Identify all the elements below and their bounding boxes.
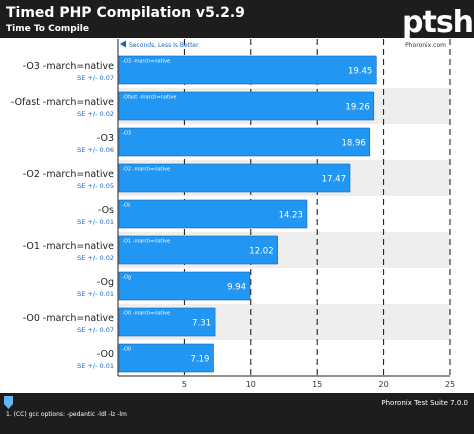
category-label: -O3 -march=native: [23, 61, 114, 72]
chart-subtitle: Time To Compile: [6, 24, 89, 34]
x-tick-label: 5: [182, 380, 187, 389]
category-label: -Os: [98, 205, 114, 216]
bar-series-label: -O0: [122, 347, 131, 353]
bar-value-label: 19.26: [345, 103, 369, 113]
bar: [118, 55, 377, 85]
bar-value-label: 18.96: [341, 139, 365, 149]
category-label: -Ofast -march=native: [11, 97, 114, 108]
bar-series-label: -O3: [122, 131, 131, 137]
error-label: SE +/- 0.05: [77, 182, 114, 190]
x-tick-label: 20: [379, 380, 389, 389]
category-label: -O3: [97, 133, 114, 144]
category-label: -Og: [97, 277, 114, 288]
error-label: SE +/- 0.02: [77, 110, 114, 118]
error-label: SE +/- 0.02: [77, 254, 114, 262]
direction-note: Seconds, Less Is Better: [120, 40, 199, 49]
error-label: SE +/- 0.01: [77, 218, 114, 226]
bar-series-label: -Og: [122, 275, 131, 281]
footer-suite: Phoronix Test Suite 7.0.0: [381, 399, 468, 407]
footer-background: [0, 393, 474, 434]
bar-value-label: 9.94: [227, 283, 246, 293]
bar: [118, 163, 351, 193]
bar: [118, 271, 251, 301]
bar-value-label: 19.45: [348, 67, 372, 77]
bar: [118, 127, 371, 157]
bars: -O3 -march=native 19.45 -Ofast -march=nati…: [118, 55, 377, 373]
error-label: SE +/- 0.06: [77, 146, 114, 154]
category-labels: -O3 -march=native SE +/- 0.07 -Ofast -marc…: [11, 61, 114, 370]
bar: [118, 91, 375, 121]
logo-text: ptsh: [402, 5, 473, 40]
bar-series-label: -O0 -march=native: [122, 311, 170, 317]
bar: [118, 199, 308, 229]
bar-series-label: -Os: [122, 203, 131, 209]
bar: [118, 235, 278, 265]
bar-value-label: 14.23: [279, 211, 303, 221]
direction-note-text: Seconds, Less Is Better: [129, 42, 199, 49]
bar: [118, 343, 214, 373]
error-label: SE +/- 0.07: [77, 74, 114, 82]
shield-icon: [4, 396, 13, 409]
category-label: -O1 -march=native: [23, 241, 114, 252]
bar-series-label: -Ofast -march=native: [122, 95, 176, 101]
bar-series-label: -O1 -march=native: [122, 239, 170, 245]
x-tick-label: 25: [445, 380, 455, 389]
bar-series-label: -O2 -march=native: [122, 167, 170, 173]
bar-value-label: 7.19: [191, 355, 210, 365]
bar-series-label: -O3 -march=native: [122, 59, 170, 65]
footer-icon: [4, 396, 13, 409]
category-label: -O2 -march=native: [23, 169, 114, 180]
category-label: -O0 -march=native: [23, 313, 114, 324]
bar-value-label: 17.47: [322, 175, 346, 185]
tick-labels: 5 10 15 20 25: [182, 380, 455, 389]
error-label: SE +/- 0.01: [77, 362, 114, 370]
source-label: Phoronix.com: [405, 42, 446, 49]
header-background: [0, 0, 474, 38]
left-arrow-icon: [120, 40, 126, 48]
x-tick-label: 10: [246, 380, 256, 389]
category-label: -O0: [97, 349, 114, 360]
bar: [118, 307, 216, 337]
x-tick-label: 15: [312, 380, 322, 389]
chart-title: Timed PHP Compilation v5.2.9: [6, 5, 245, 21]
logo: ptsh: [402, 5, 474, 40]
bar-value-label: 7.31: [192, 319, 211, 329]
bar-value-label: 12.02: [249, 247, 273, 257]
footer-note: 1. (CC) gcc options: -pedantic -ldl -lz …: [6, 411, 127, 418]
error-label: SE +/- 0.01: [77, 290, 114, 298]
error-label: SE +/- 0.07: [77, 326, 114, 334]
